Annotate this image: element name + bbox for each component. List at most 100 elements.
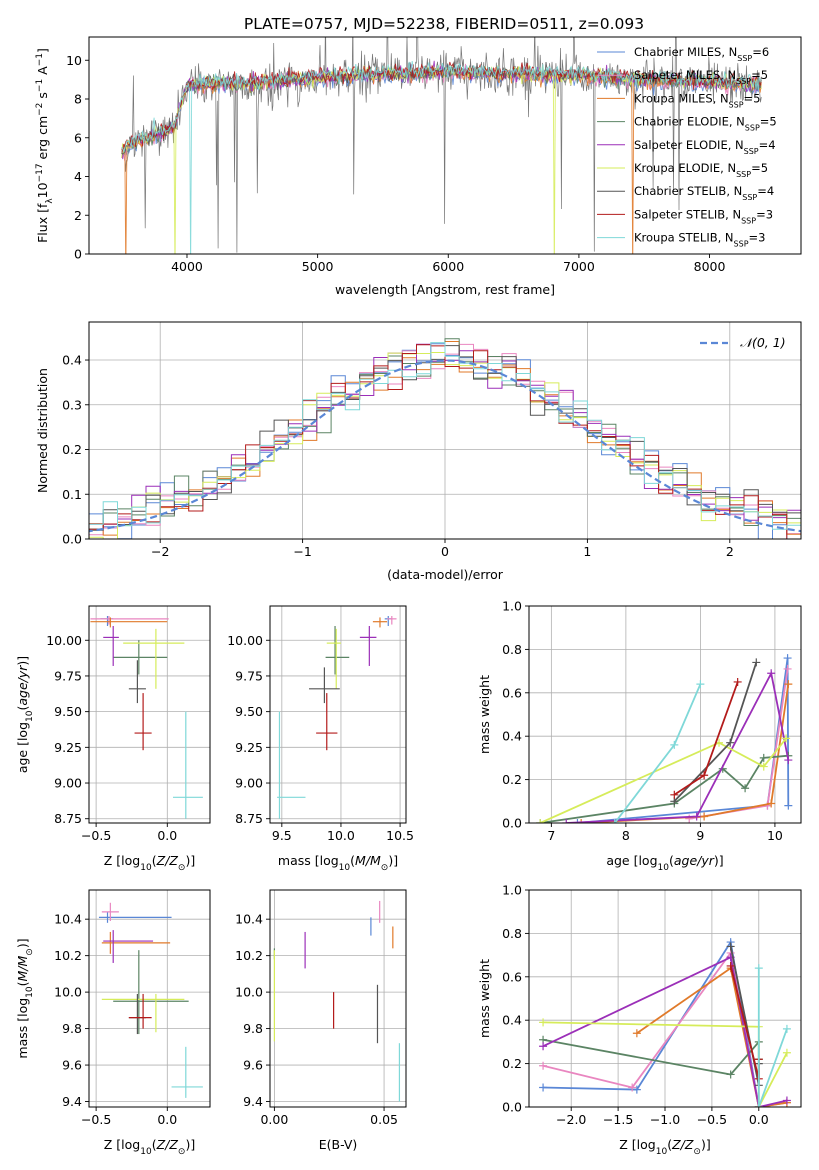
axes-frame — [88, 889, 211, 1108]
label-part: 10 — [35, 182, 50, 198]
label-part: mass [log — [278, 853, 339, 868]
legend-label: Kroupa MILES, NSSP=5 — [634, 91, 760, 109]
legend-label: Kroupa STELIB, NSSP=3 — [634, 231, 765, 249]
plot-area — [98, 902, 203, 1098]
label-part: 10 — [25, 710, 35, 722]
legend-model: Salpeter ELODIE, N — [634, 138, 744, 152]
series-marker — [782, 1024, 791, 1033]
label-part: M/M — [355, 853, 381, 868]
axes-spectrum: 4000 5000 6000 7000 8000 0 2 4 6 8 10 wavelength [A… — [35, 36, 802, 297]
errorbar-point — [325, 625, 350, 675]
y-tick-label: 8 — [74, 92, 82, 107]
label-part: age/yr — [15, 665, 30, 706]
x-tick-label: 0 — [441, 544, 449, 559]
series-marker — [784, 801, 793, 810]
y-tick-label: 10.2 — [235, 948, 263, 963]
x-axis-label: (data-model)/error — [387, 567, 504, 582]
y-tick-label: 10.00 — [227, 633, 263, 648]
y-tick-label: 0.4 — [502, 729, 522, 744]
y-tick-label: 0.2 — [502, 1056, 522, 1071]
legend-sub: SSP — [745, 123, 760, 132]
legend-model: Chabrier ELODIE, N — [634, 115, 745, 129]
series-marker — [562, 819, 571, 823]
label-part: A — [35, 66, 50, 79]
errorbar-point — [113, 640, 168, 675]
label-part: Z/Z — [156, 853, 179, 868]
label-part: ( — [15, 981, 30, 986]
x-tick-label: 10.5 — [386, 828, 414, 843]
legend-model: Chabrier MILES, N — [634, 45, 737, 59]
axes-frame — [269, 605, 407, 824]
x-tick-label: −1.5 — [603, 1112, 633, 1127]
label-part: ( — [15, 706, 30, 711]
y-tick-label: 9.8 — [243, 1021, 263, 1036]
legend-n: =3 — [749, 231, 766, 245]
legend-label: Chabrier STELIB, NSSP=4 — [634, 184, 774, 202]
x-tick-label: −1.0 — [650, 1112, 680, 1127]
legend: Chabrier MILES, NSSP=6 Salpeter MILES, NS… — [597, 45, 777, 248]
x-tick-label: −1 — [293, 544, 311, 559]
x-tick-label: 8000 — [694, 259, 726, 274]
x-tick-label: 2 — [726, 544, 734, 559]
errorbar-point — [372, 617, 388, 628]
series-line — [757, 968, 788, 1107]
label-part: ( — [669, 853, 674, 868]
series-marker — [610, 819, 619, 823]
x-tick-label: −0.5 — [81, 828, 111, 843]
legend-sub: SSP — [744, 146, 759, 155]
series-marker — [726, 738, 735, 747]
mass-weight-series — [562, 669, 793, 823]
y-tick-label: 9.75 — [54, 668, 82, 683]
label-part: ⊙ — [178, 863, 186, 873]
x-tick-label: 9.5 — [272, 828, 292, 843]
x-axis-label: Z [log10(Z/Z⊙)] — [619, 1137, 710, 1157]
legend-label: Chabrier MILES, NSSP=6 — [634, 45, 769, 63]
plot-area — [121, 37, 762, 254]
y-tick-label: 9.6 — [62, 1058, 82, 1073]
label-part: s — [35, 92, 50, 103]
series-line — [636, 966, 788, 1107]
y-tick-label: 0.2 — [502, 772, 522, 787]
legend-model: Salpeter STELIB, N — [634, 207, 741, 221]
label-part: 10 — [25, 986, 35, 998]
label-part: ( — [152, 1137, 157, 1152]
legend-label: Chabrier ELODIE, NSSP=5 — [634, 115, 777, 133]
x-tick-label: 0.0 — [749, 1112, 769, 1127]
plot-area — [536, 654, 793, 823]
y-tick-label: 10.0 — [54, 985, 82, 1000]
series-marker — [754, 1103, 763, 1107]
errorbar-point — [309, 667, 340, 704]
label-part: )] — [185, 1137, 195, 1152]
series-marker — [726, 1070, 735, 1079]
errorbar-point — [123, 628, 185, 689]
y-tick-label: 1.0 — [502, 599, 522, 614]
legend-model: Kroupa MILES, N — [634, 91, 729, 105]
label-part: )] — [701, 1137, 711, 1152]
series-marker — [539, 1061, 548, 1070]
legend-model: Chabrier STELIB, N — [634, 184, 742, 198]
x-tick-label: 0.0 — [157, 828, 177, 843]
x-tick-label: 10 — [767, 828, 783, 843]
legend-n: =5 — [760, 115, 777, 129]
x-tick-label: 6000 — [432, 259, 464, 274]
y-tick-label: 9.4 — [243, 1094, 263, 1109]
label-part: −17 — [35, 163, 45, 182]
label-part: ( — [667, 1137, 672, 1152]
legend-label: Salpeter MILES, NSSP=5 — [634, 68, 768, 86]
y-axis-label: Flux [fλ10−17 erg cm−2 s−1 A−1] — [35, 48, 55, 243]
errorbar-point — [113, 950, 189, 1035]
x-tick-label: −2 — [151, 544, 169, 559]
x-tick-label: 7000 — [563, 259, 595, 274]
label-part: age/yr — [674, 853, 715, 868]
series-marker — [754, 964, 763, 973]
series-line — [566, 670, 790, 823]
label-part: ] — [35, 48, 50, 53]
y-tick-label: 10.0 — [235, 985, 263, 1000]
errorbar-point — [172, 711, 203, 819]
x-axis-label: wavelength [Angstrom, rest frame] — [335, 282, 555, 297]
y-tick-label: 2 — [74, 208, 82, 223]
series-marker — [539, 1018, 548, 1027]
y-tick-label: 0.6 — [502, 685, 522, 700]
y-tick-label: 0.4 — [62, 353, 82, 368]
series-marker — [752, 658, 761, 667]
